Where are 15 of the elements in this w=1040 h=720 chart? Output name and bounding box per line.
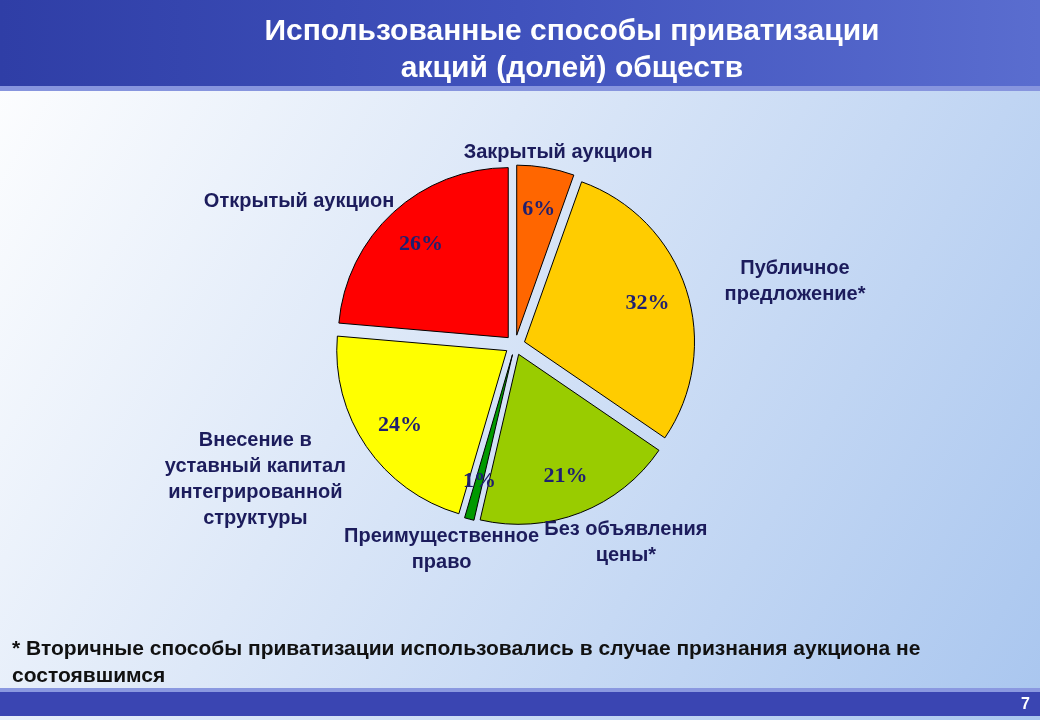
chart-title: Использованные способы приватизации акций (долей) обществ bbox=[264, 13, 880, 83]
data-label: 26% bbox=[398, 229, 443, 255]
slice-label: Публичное предложение* bbox=[724, 256, 866, 305]
slice-label: Закрытый аукцион bbox=[463, 139, 653, 162]
data-label: 21% bbox=[543, 462, 588, 488]
slice-label: Внесение в уставный капитал интегрированной структуры bbox=[164, 428, 346, 529]
data-label: 6% bbox=[522, 195, 556, 221]
text: 7 bbox=[1021, 694, 1031, 712]
data-label: 1% bbox=[463, 467, 497, 493]
slice-label: Преимущественное право bbox=[344, 524, 540, 573]
data-label: 32% bbox=[625, 289, 670, 315]
text: * Вторичные способы приватизации использовались в случае признания аукциона не состоявшимся bbox=[12, 636, 921, 686]
data-label: 24% bbox=[378, 411, 423, 437]
slice-label: Открытый аукцион bbox=[203, 188, 395, 211]
slice-label: Без объявления цены* bbox=[544, 516, 708, 565]
